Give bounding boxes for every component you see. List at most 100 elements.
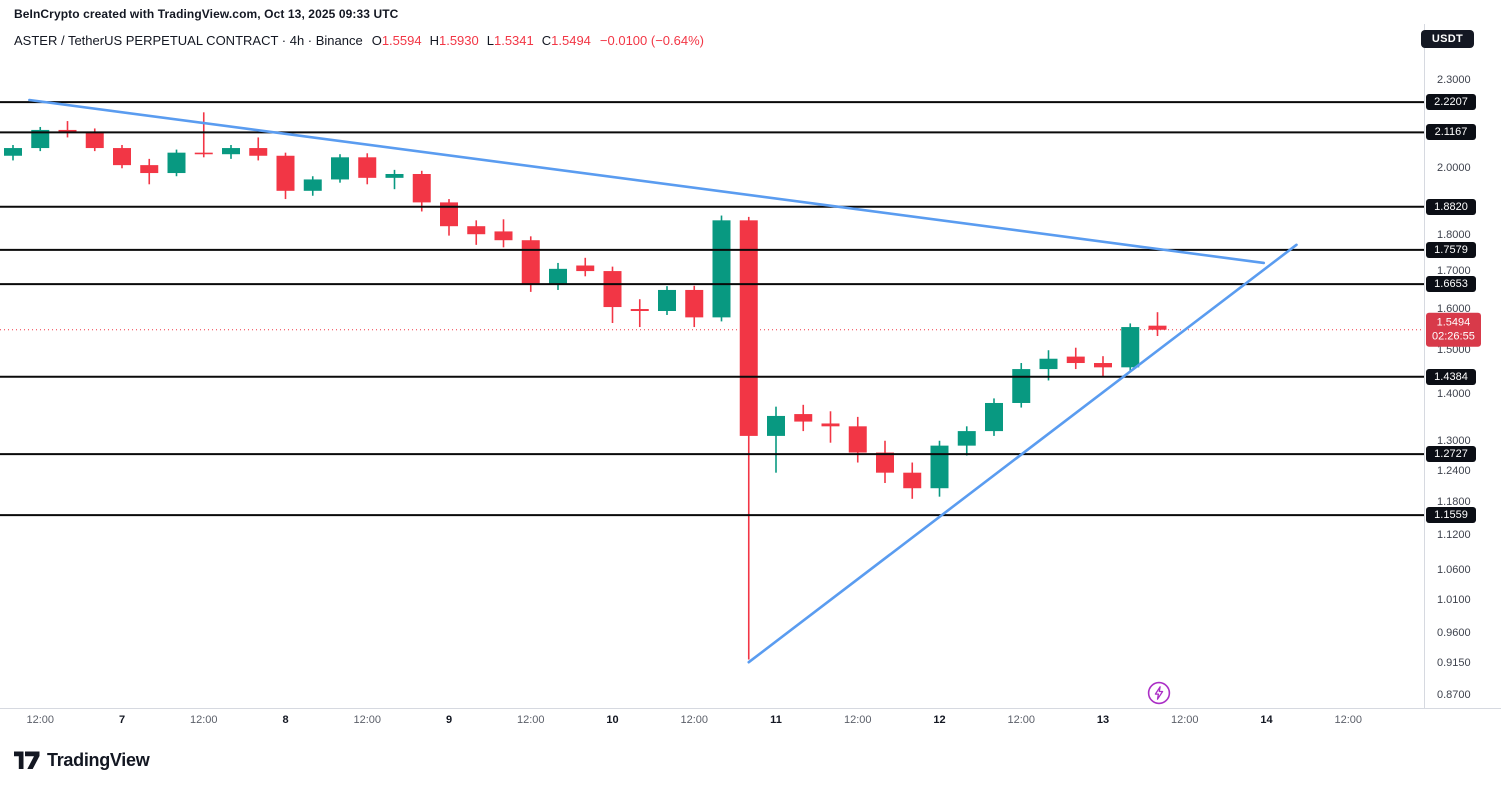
- time-tick-label: 12:00: [26, 714, 55, 726]
- time-tick-label: 12:00: [1007, 714, 1036, 726]
- tradingview-logo-icon: [14, 751, 40, 769]
- lightning-icon: [1146, 680, 1172, 706]
- time-tick-label: 12:00: [189, 714, 218, 726]
- candle-body: [1094, 363, 1112, 368]
- candle-body: [303, 179, 322, 191]
- current-price-value: 1.5494: [1436, 316, 1471, 329]
- time-tick-label: 14: [1260, 714, 1273, 726]
- time-tick-label: 12:00: [843, 714, 872, 726]
- candle-body: [985, 402, 1003, 432]
- price-level-badge: 2.2207: [1426, 94, 1476, 111]
- symbol-title: ASTER / TetherUS PERPETUAL CONTRACT · 4h…: [14, 33, 363, 48]
- price-level-badge: 1.4384: [1426, 368, 1476, 385]
- candle-body: [903, 472, 922, 489]
- candle-body: [249, 148, 268, 156]
- candle-body: [1121, 327, 1140, 368]
- candle-body: [603, 271, 622, 308]
- attribution-text: BeInCrypto created with TradingView.com,…: [14, 7, 399, 21]
- bar-countdown: 02:26:55: [1432, 330, 1475, 343]
- candle-body: [521, 240, 540, 285]
- price-tick-label: 0.9150: [1437, 656, 1471, 669]
- candle-body: [85, 132, 104, 149]
- current-price-badge: 1.5494 02:26:55: [1426, 312, 1481, 348]
- price-tick-label: 1.0600: [1437, 563, 1471, 576]
- price-tick-label: 1.6000: [1437, 303, 1471, 316]
- candle-body: [331, 157, 349, 180]
- price-tick-label: 1.3000: [1437, 434, 1471, 447]
- time-tick-label: 8: [282, 714, 289, 726]
- price-tick-label: 1.4000: [1437, 387, 1471, 400]
- price-tick-label: 2.0000: [1437, 162, 1471, 175]
- candle-body: [739, 220, 758, 436]
- trendline-ascending-support: [747, 243, 1298, 664]
- candle-body: [930, 445, 949, 489]
- candle-body: [440, 202, 458, 227]
- time-tick-label: 10: [606, 714, 619, 726]
- price-tick-label: 1.7000: [1437, 265, 1471, 278]
- time-tick-label: 9: [445, 714, 453, 726]
- footer: TradingView: [14, 750, 150, 771]
- candle-body: [1039, 358, 1058, 370]
- time-axis[interactable]: 12:00 7 12:00 8 12:00 9 12:00 10 12:00 11 12:00 12 1…: [0, 708, 1501, 740]
- candle-body: [194, 152, 213, 155]
- symbol-header: ASTER / TetherUS PERPETUAL CONTRACT · 4h…: [14, 33, 704, 48]
- time-tick-label: 12:00: [1334, 714, 1363, 726]
- ohlc-open: O1.5594: [371, 33, 422, 48]
- candle-body: [848, 426, 867, 453]
- price-tick-label: 1.8000: [1437, 228, 1471, 241]
- candle-body: [276, 155, 295, 191]
- candle-body: [113, 148, 131, 166]
- tradingview-wordmark: TradingView: [47, 750, 150, 770]
- ohlc-close: C1.5494: [541, 33, 591, 48]
- price-tick-label: 1.0100: [1437, 594, 1471, 607]
- candle-body: [1148, 325, 1167, 330]
- candle-body: [140, 165, 159, 174]
- ohlc-low: L1.5341: [486, 33, 534, 48]
- candle-body: [467, 226, 486, 235]
- time-tick-label: 12:00: [353, 714, 382, 726]
- price-level-badge: 1.8820: [1426, 198, 1476, 215]
- price-axis[interactable]: 2.3000 2.0000 1.8000 1.7000 1.6000 1.5000 1.40…: [1424, 0, 1501, 710]
- price-tick-label: 1.1800: [1437, 496, 1471, 508]
- candle-body: [957, 431, 976, 446]
- price-level-badge: 1.7579: [1426, 241, 1476, 258]
- candle-body: [412, 173, 431, 203]
- candle-body: [630, 309, 649, 312]
- ohlc-readout: O1.5594 H1.5930 L1.5341 C1.5494: [372, 33, 591, 48]
- candle-body: [876, 452, 894, 473]
- ohlc-high: H1.5930: [429, 33, 479, 48]
- price-tick-label: 2.3000: [1437, 73, 1471, 86]
- price-level-badge: 1.6653: [1426, 276, 1476, 293]
- candle-body: [549, 268, 567, 285]
- price-tick-label: 1.1200: [1437, 529, 1471, 542]
- price-tick-label: 0.8700: [1437, 688, 1471, 701]
- trendline-descending-resistance: [28, 98, 1266, 265]
- candle-body: [658, 289, 676, 312]
- time-tick-label: 12:00: [516, 714, 545, 726]
- candle-body: [358, 157, 377, 178]
- candle-body: [222, 148, 240, 155]
- price-level-badge: 1.2727: [1426, 446, 1476, 463]
- candle-body: [167, 152, 186, 174]
- time-tick-label: 12:00: [1170, 714, 1199, 726]
- candle-body: [31, 129, 50, 149]
- time-tick-label: 12: [933, 714, 946, 726]
- quote-currency-badge[interactable]: USDT: [1420, 30, 1474, 48]
- time-tick-label: 13: [1096, 714, 1110, 726]
- price-tick-label: 1.2400: [1437, 464, 1471, 477]
- price-tick-label: 1.5000: [1437, 344, 1471, 357]
- candle-body: [385, 173, 404, 178]
- time-tick-label: 12:00: [680, 714, 709, 726]
- candle-body: [1066, 356, 1085, 364]
- candle-body: [767, 415, 785, 436]
- time-tick-label: 11: [770, 714, 782, 726]
- candle-body: [494, 231, 513, 241]
- candle-body: [1012, 369, 1031, 403]
- candle-body: [794, 414, 813, 422]
- price-change: −0.0100 (−0.64%): [599, 33, 704, 48]
- candle-body: [712, 220, 731, 318]
- candle-body: [821, 423, 840, 427]
- price-level-badge: 1.1559: [1426, 507, 1476, 524]
